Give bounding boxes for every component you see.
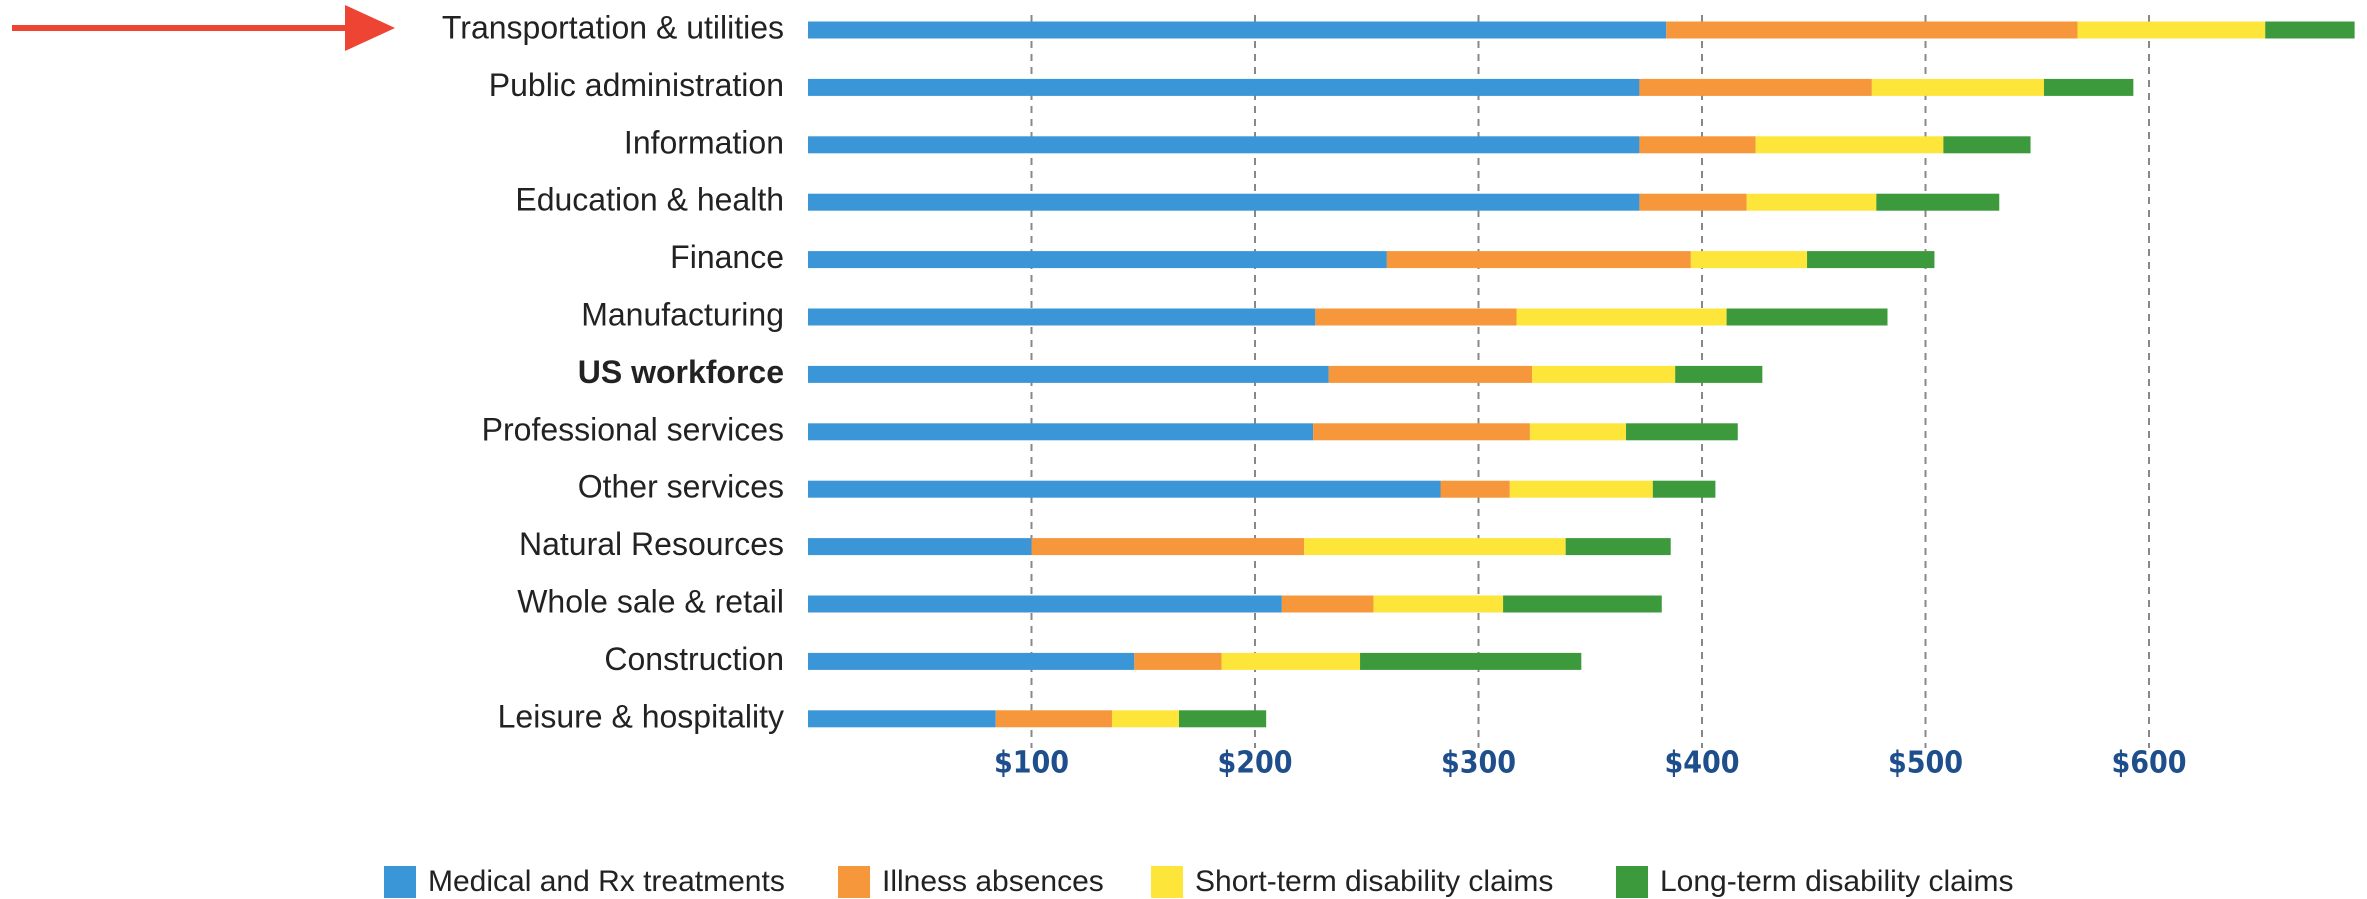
- bar-segment: [1726, 308, 1888, 326]
- x-tick-label: $300: [1441, 746, 1516, 781]
- bar-segment: [1031, 538, 1305, 556]
- x-tick-label: $400: [1664, 746, 1739, 781]
- y-tick-label: Natural Resources: [519, 526, 784, 562]
- bar-segment: [1373, 595, 1504, 613]
- bar-segment: [808, 21, 1667, 39]
- x-tick-label: $500: [1888, 746, 1963, 781]
- bar-segment: [808, 423, 1314, 441]
- bar-segment: [808, 251, 1387, 269]
- bar-segment: [1943, 136, 2031, 154]
- y-tick-label: Finance: [670, 239, 784, 275]
- y-tick-label: Manufacturing: [581, 296, 784, 332]
- bar-segment: [1690, 251, 1808, 269]
- y-tick-label: Whole sale & retail: [517, 583, 784, 619]
- bar-segment: [1532, 365, 1676, 383]
- bar-segment: [808, 193, 1640, 211]
- bar-segment: [1516, 308, 1727, 326]
- bar-segment: [1666, 21, 2078, 39]
- bar-segment: [1746, 193, 1877, 211]
- y-tick-label: Construction: [604, 641, 784, 677]
- y-tick-label: Information: [624, 124, 784, 160]
- y-tick-label: Professional services: [482, 411, 784, 447]
- x-tick-label: $600: [2111, 746, 2186, 781]
- legend-label: Medical and Rx treatments: [428, 865, 785, 898]
- bar-segment: [808, 538, 1032, 556]
- bar-segment: [1509, 480, 1653, 498]
- bar-segment: [1529, 423, 1627, 441]
- bar-segment: [1315, 308, 1517, 326]
- y-tick-label: Other services: [578, 469, 784, 505]
- bar-segment: [1281, 595, 1374, 613]
- bar-segment: [995, 710, 1112, 728]
- arrow: [12, 5, 395, 51]
- bar-segment: [1360, 652, 1582, 670]
- bar-segment: [1871, 78, 2044, 96]
- bar-segment: [2043, 78, 2134, 96]
- bar-segment: [808, 652, 1135, 670]
- bar-segment: [1328, 365, 1533, 383]
- bar-segment: [1652, 480, 1716, 498]
- y-tick-label: Public administration: [489, 67, 784, 103]
- bar-segment: [2077, 21, 2266, 39]
- bar-segment: [1626, 423, 1738, 441]
- y-tick-label: Transportation & utilities: [442, 9, 784, 45]
- bar-segment: [1134, 652, 1222, 670]
- bar-segment: [1313, 423, 1530, 441]
- bar-segment: [1639, 193, 1747, 211]
- legend-swatch: [1151, 866, 1183, 898]
- y-tick-label: Leisure & hospitality: [498, 698, 784, 734]
- bar-segment: [808, 480, 1441, 498]
- legend-label: Short-term disability claims: [1195, 865, 1553, 898]
- x-tick-label: $200: [1217, 746, 1292, 781]
- bar-segment: [808, 710, 996, 728]
- legend-label: Long-term disability claims: [1660, 865, 2013, 898]
- legend-label: Illness absences: [882, 865, 1104, 898]
- bar-segment: [1565, 538, 1671, 556]
- bar-segment: [1386, 251, 1691, 269]
- bar-segment: [1639, 78, 1872, 96]
- bar-segment: [1639, 136, 1756, 154]
- bar-segment: [1304, 538, 1566, 556]
- legend-swatch: [1616, 866, 1648, 898]
- bar-segment: [1179, 710, 1267, 728]
- bar-segment: [1755, 136, 1944, 154]
- legend-swatch: [838, 866, 870, 898]
- bar-segment: [1221, 652, 1361, 670]
- x-tick-label: $100: [994, 746, 1069, 781]
- bar-segment: [1807, 251, 1935, 269]
- bar-segment: [2265, 21, 2355, 39]
- bar-segment: [808, 78, 1640, 96]
- bar-segment: [808, 595, 1282, 613]
- bar-segment: [1440, 480, 1510, 498]
- bar-segment: [808, 136, 1640, 154]
- y-tick-label: Education & health: [515, 182, 784, 218]
- bar-segment: [1675, 365, 1763, 383]
- bar-segment: [808, 365, 1329, 383]
- bar-segment: [1876, 193, 2000, 211]
- bar-segment: [808, 308, 1316, 326]
- bar-segment: [1111, 710, 1180, 728]
- y-tick-label: US workforce: [578, 354, 784, 390]
- legend-swatch: [384, 866, 416, 898]
- bar-segment: [1503, 595, 1662, 613]
